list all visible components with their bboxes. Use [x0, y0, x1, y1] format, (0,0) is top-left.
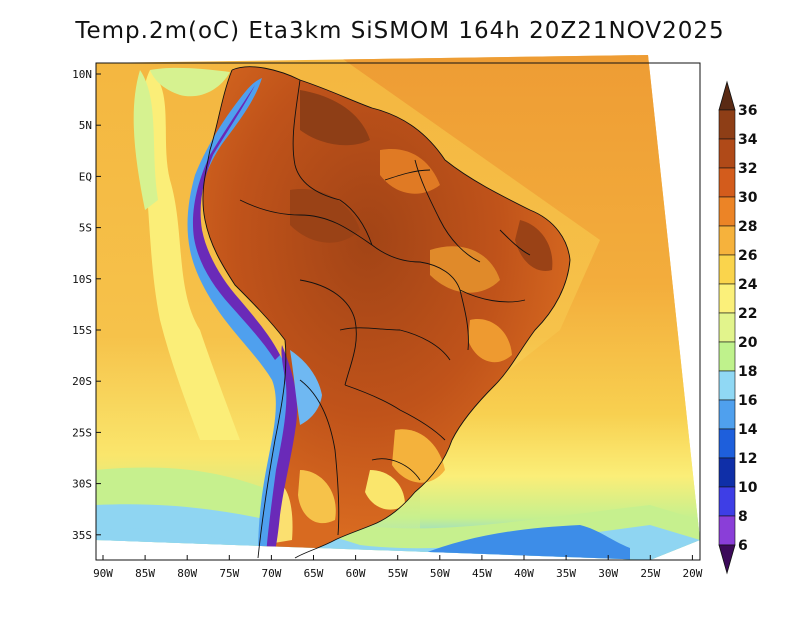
colorbar: 36 34 32 30 28 26 24 22 20 18 16 14 12 10 8 6: [718, 80, 758, 575]
lon-label: 60W: [346, 567, 366, 580]
colorbar-segment: [718, 457, 736, 488]
lon-label: 55W: [388, 567, 408, 580]
lon-label: 50W: [430, 567, 450, 580]
colorbar-segment: [718, 428, 736, 459]
lon-label: 25W: [640, 567, 660, 580]
latitude-axis: 10N 5N EQ 5S 10S 15S 20S 25S 30S 35S: [72, 68, 101, 542]
lon-label: 70W: [261, 567, 281, 580]
colorbar-segment: [718, 254, 736, 285]
lon-label: 85W: [135, 567, 155, 580]
lon-label: 65W: [304, 567, 324, 580]
colorbar-segment: [718, 486, 736, 517]
country-borders: [202, 66, 571, 559]
lon-label: 20W: [682, 567, 702, 580]
colorbar-label: 22: [738, 306, 757, 322]
lat-label: 10S: [72, 273, 92, 286]
lon-label: 75W: [219, 567, 239, 580]
colorbar-label: 6: [738, 538, 748, 554]
colorbar-segment: [718, 225, 736, 256]
colorbar-label: 28: [738, 219, 757, 235]
colorbar-segment: [718, 109, 736, 140]
colorbar-label: 10: [738, 480, 758, 496]
colorbar-label: 34: [738, 132, 758, 148]
colorbar-label: 32: [738, 161, 757, 177]
colorbar-segment: [718, 399, 736, 430]
colorbar-label: 16: [738, 393, 757, 409]
lat-label: 5N: [79, 119, 92, 132]
lat-label: EQ: [79, 170, 92, 183]
colorbar-top-arrow: [718, 80, 736, 111]
lon-label: 80W: [177, 567, 197, 580]
colorbar-segment: [718, 515, 736, 546]
colorbar-segment: [718, 138, 736, 169]
lon-label: 30W: [598, 567, 618, 580]
lat-label: 20S: [72, 375, 92, 388]
colorbar-label: 36: [738, 103, 757, 119]
colorbar-label: 14: [738, 422, 758, 438]
colorbar-bottom-arrow: [718, 544, 736, 575]
colorbar-segment: [718, 283, 736, 314]
lon-label: 40W: [514, 567, 534, 580]
colorbar-label: 12: [738, 451, 757, 467]
colorbar-segment: [718, 341, 736, 372]
lat-label: 25S: [72, 426, 92, 439]
colorbar-segment: [718, 370, 736, 401]
colorbar-label: 30: [738, 190, 758, 206]
lat-label: 35S: [72, 529, 92, 542]
temperature-field: [96, 55, 700, 560]
colorbar-label: 8: [738, 509, 748, 525]
colorbar-segment: [718, 196, 736, 227]
lon-label: 45W: [472, 567, 492, 580]
colorbar-label: 20: [738, 335, 758, 351]
colorbar-segment: [718, 167, 736, 198]
lat-label: 15S: [72, 324, 92, 337]
longitude-axis: 90W 85W 80W 75W 70W 65W 60W 55W 50W 45W 40W 35W 30W 2…: [93, 555, 703, 580]
map-title: Temp.2m(oC) Eta3km SiSMOM 164h 20Z21NOV2…: [75, 18, 725, 44]
colorbar-label: 26: [738, 248, 757, 264]
colorbar-label: 18: [738, 364, 757, 380]
colorbar-label: 24: [738, 277, 758, 293]
lon-label: 90W: [93, 567, 113, 580]
lat-label: 5S: [79, 222, 92, 235]
lat-label: 30S: [72, 478, 92, 491]
andes-cold-band: [187, 78, 292, 555]
lon-label: 35W: [556, 567, 576, 580]
lat-label: 10N: [72, 68, 92, 81]
colorbar-segment: [718, 312, 736, 343]
